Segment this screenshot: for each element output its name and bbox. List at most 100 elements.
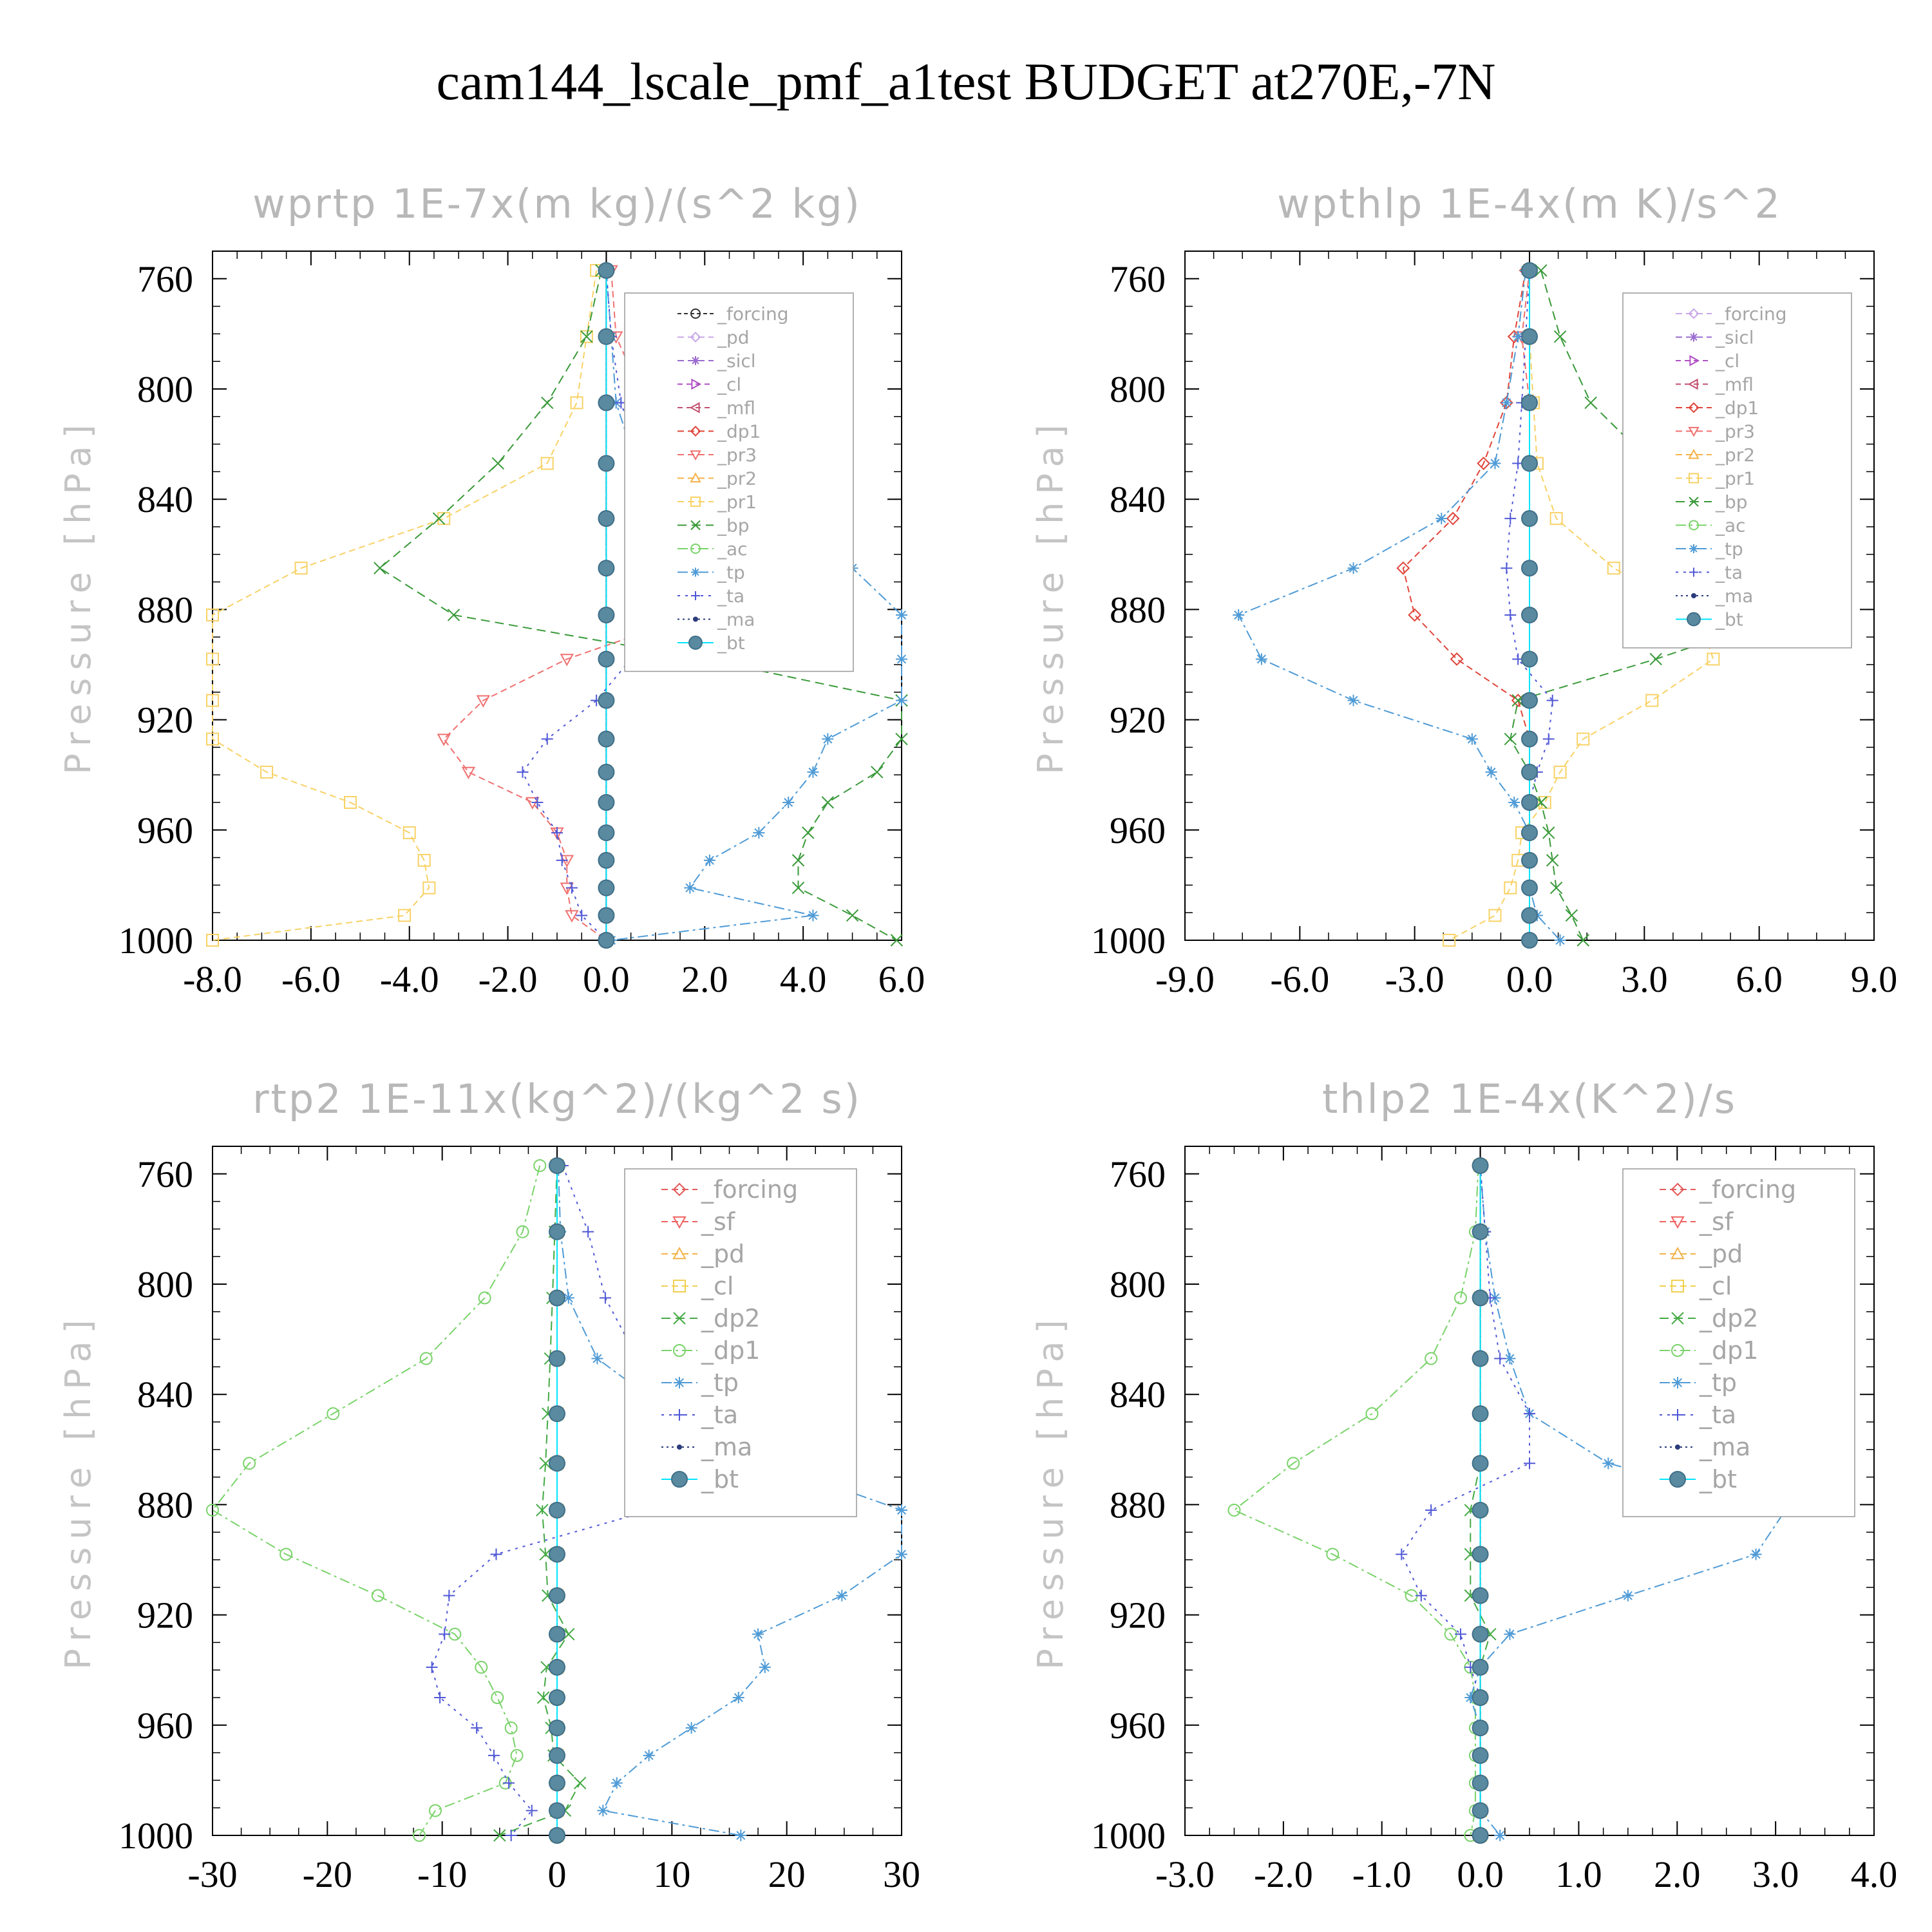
series-dp1 (206, 1159, 547, 1842)
x-tick-label: 0.0 (583, 958, 630, 1000)
data-point (1494, 1830, 1506, 1841)
panel-1: wprtp 1E-7x(m kg)/(s^2 kg) Pressure [hPa]… (58, 180, 925, 1000)
legend-label: _ma (1715, 585, 1753, 607)
legend-marker (673, 1312, 686, 1325)
data-point (1521, 650, 1538, 668)
data-point (1504, 609, 1517, 621)
legend-label: _mfl (1715, 374, 1754, 395)
legend-marker (1689, 473, 1699, 484)
data-point (598, 794, 615, 811)
data-point (1472, 1289, 1489, 1307)
data-point (782, 797, 795, 808)
data-point (643, 1749, 655, 1761)
data-point (846, 909, 859, 922)
legend-marker (690, 544, 701, 554)
data-point (549, 1802, 565, 1819)
legend-label: _ac (1715, 515, 1746, 536)
data-point (206, 934, 219, 947)
data-point (598, 763, 615, 781)
data-point (1535, 264, 1548, 277)
legend-label: _pd (701, 1240, 744, 1268)
y-tick-label: 960 (137, 1705, 193, 1747)
data-point (493, 1829, 506, 1842)
data-point (531, 797, 544, 808)
legend-marker (690, 308, 701, 319)
data-point (443, 1589, 455, 1602)
data-point (562, 1627, 575, 1641)
legend-label: _pr2 (1715, 444, 1755, 466)
y-tick-label: 1000 (118, 1815, 193, 1857)
data-point (1466, 733, 1478, 745)
data-point (475, 1660, 488, 1674)
legend-label: _bt (717, 632, 745, 654)
series-line (212, 270, 598, 941)
data-point (1489, 457, 1501, 469)
data-point (598, 730, 615, 748)
legend-marker (1689, 567, 1698, 577)
y-tick-label: 840 (137, 1374, 193, 1416)
data-point (549, 1350, 565, 1367)
legend-marker (691, 567, 700, 577)
data-point (1542, 826, 1555, 839)
x-tick-label: 9.0 (1851, 958, 1898, 1000)
data-point (1521, 851, 1538, 869)
y-tick-label: 920 (1110, 699, 1166, 741)
data-point (206, 608, 219, 621)
y-tick-label: 880 (1110, 589, 1166, 630)
legend-marker (1689, 497, 1699, 507)
data-point (684, 882, 696, 894)
data-point (1512, 330, 1524, 343)
data-point (1504, 1352, 1516, 1365)
y-tick-label: 880 (137, 1484, 193, 1526)
data-point (1472, 1350, 1489, 1367)
data-point (1521, 794, 1538, 811)
data-point (735, 1830, 747, 1841)
legend-label: _bt (1715, 609, 1743, 630)
data-point (541, 733, 553, 745)
legend-label: _mfl (717, 397, 755, 419)
legend-label: _ta (717, 585, 744, 607)
x-tick-label: -10 (417, 1853, 467, 1895)
data-point (1396, 561, 1410, 575)
data-point (1455, 1628, 1466, 1640)
legend-marker (674, 1409, 685, 1421)
data-point (1553, 330, 1567, 343)
data-point (1521, 907, 1538, 924)
legend-label: _tp (701, 1368, 739, 1397)
data-point (565, 910, 579, 923)
x-tick-label: 30 (883, 1853, 920, 1895)
y-axis-label: Pressure [hPa] (58, 1312, 99, 1669)
legend-label: _pr3 (1715, 421, 1755, 442)
legend-label: _pd (1699, 1240, 1743, 1268)
data-point (890, 934, 904, 947)
x-tick-label: -1.0 (1352, 1853, 1412, 1895)
data-point (206, 694, 219, 707)
data-point (1488, 909, 1502, 922)
legend-marker (672, 1216, 687, 1229)
x-tick-label: -3.0 (1155, 1853, 1215, 1895)
data-point (1584, 396, 1597, 410)
x-tick-label: 1.0 (1555, 1853, 1602, 1895)
series-dp1 (1227, 1159, 1485, 1842)
data-point (516, 1225, 529, 1238)
data-point (896, 653, 907, 665)
data-point (565, 882, 578, 894)
data-point (1521, 328, 1538, 345)
data-point (1347, 694, 1359, 706)
legend-label: _sf (1699, 1208, 1734, 1236)
legend-label: _pr3 (717, 444, 757, 466)
data-point (896, 1548, 907, 1560)
data-point (1472, 1546, 1489, 1563)
data-point (1504, 513, 1517, 525)
data-point (206, 732, 219, 746)
legend-marker (688, 636, 703, 650)
series-line (1402, 270, 1530, 940)
series-line (1237, 270, 1561, 941)
series-dp2 (493, 1159, 587, 1842)
data-point (1521, 606, 1538, 623)
legend-marker (1669, 1471, 1686, 1488)
data-point (1472, 1774, 1489, 1792)
data-point (1472, 1587, 1489, 1604)
data-point (1554, 934, 1566, 946)
